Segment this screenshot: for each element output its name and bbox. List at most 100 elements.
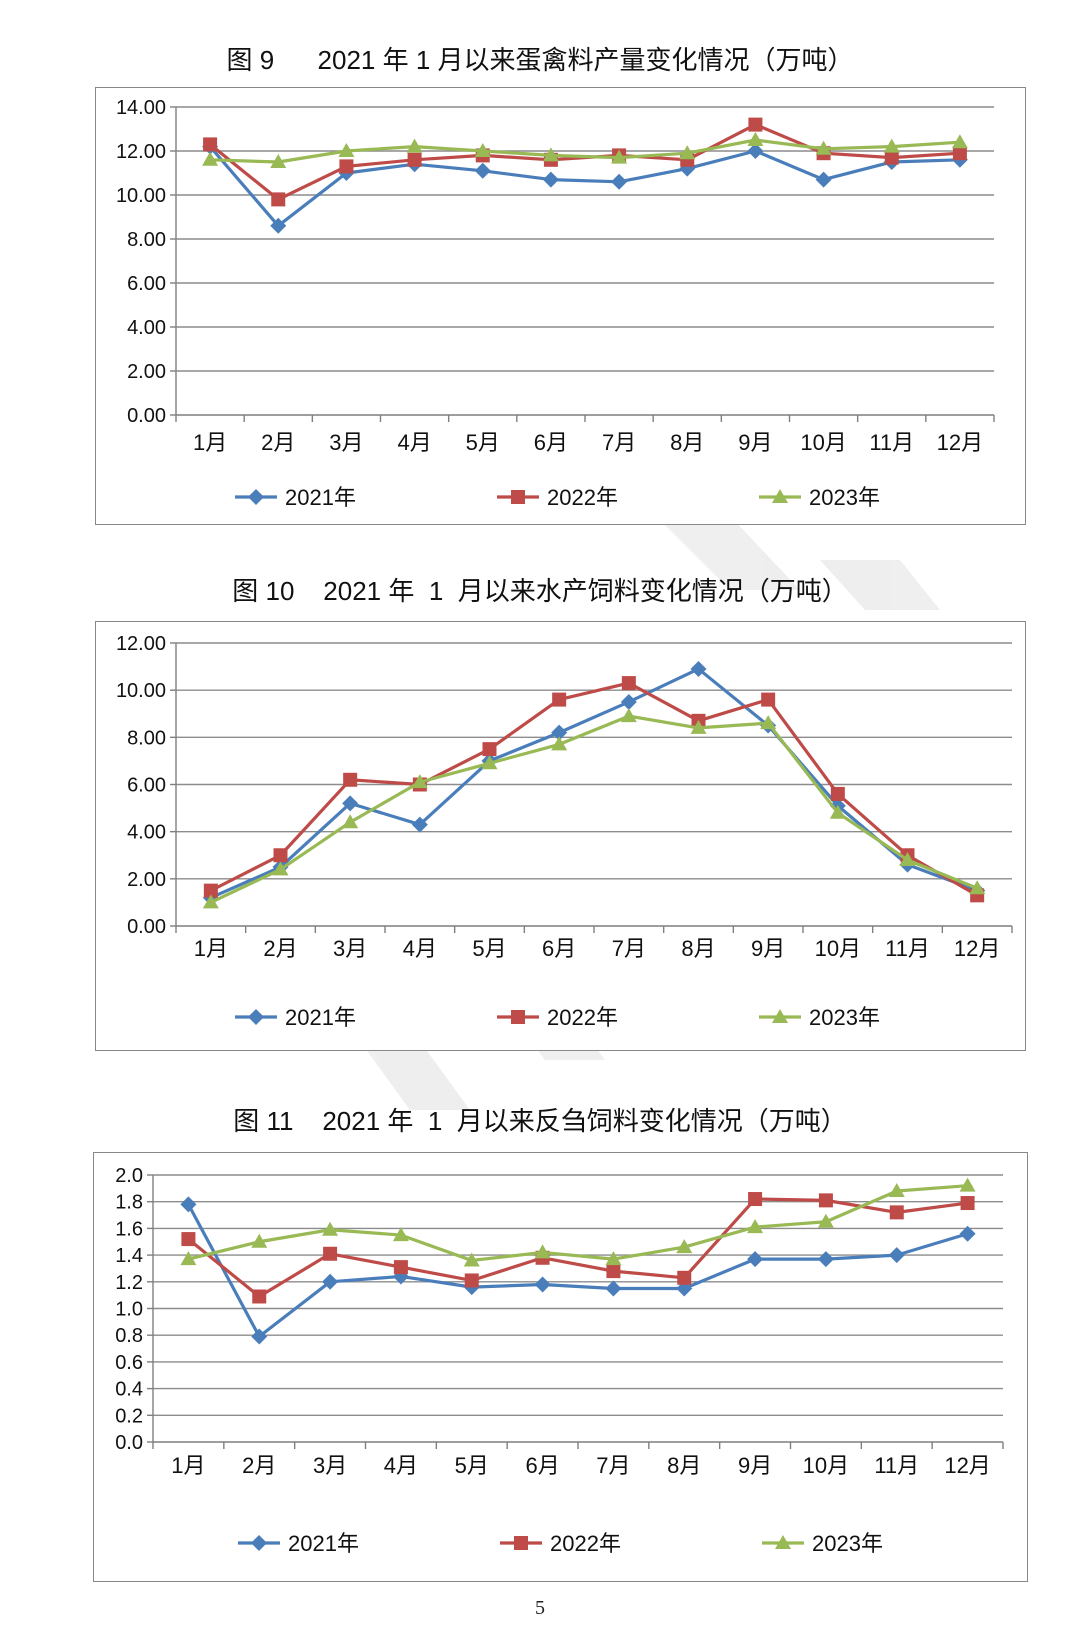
- y-tick-label: 2.00: [127, 869, 166, 891]
- data-point: [551, 736, 568, 751]
- data-point: [889, 1205, 904, 1220]
- series-line: [210, 667, 978, 900]
- series-line: [187, 1197, 968, 1299]
- x-tick-label: 4月: [403, 936, 437, 961]
- data-point: [605, 1251, 622, 1266]
- data-point: [952, 146, 967, 161]
- y-tick-label: 2.00: [127, 361, 166, 383]
- x-tick-label: 9月: [738, 430, 772, 455]
- y-tick-label: 1.6: [115, 1218, 143, 1240]
- data-point: [552, 692, 567, 707]
- data-point: [342, 814, 359, 829]
- data-point: [959, 1177, 976, 1192]
- data-point: [817, 1213, 834, 1228]
- data-point: [677, 1270, 692, 1285]
- data-point: [252, 1289, 267, 1304]
- y-tick-label: 14.00: [116, 97, 166, 119]
- legend-swatch-marker: [514, 1536, 528, 1550]
- data-point: [815, 140, 832, 155]
- series-line: [210, 138, 961, 164]
- data-point: [202, 894, 219, 909]
- data-point: [342, 795, 359, 812]
- y-tick-label: 0.2: [115, 1405, 143, 1427]
- data-point: [534, 1276, 551, 1293]
- legend-label: 2021年: [285, 1005, 356, 1030]
- data-point: [747, 143, 764, 159]
- x-tick-label: 10月: [815, 936, 861, 961]
- data-point: [322, 1273, 339, 1290]
- data-point: [883, 138, 900, 153]
- y-tick-label: 0.00: [127, 405, 166, 427]
- x-tick-label: 3月: [333, 936, 367, 961]
- legend-swatch-marker: [511, 1010, 525, 1024]
- x-tick-label: 11月: [885, 936, 930, 961]
- data-point: [899, 851, 916, 866]
- data-point: [620, 693, 637, 710]
- data-point: [818, 1193, 833, 1208]
- x-tick-label: 1月: [193, 430, 227, 455]
- x-tick-label: 12月: [944, 1453, 990, 1478]
- data-point: [690, 660, 707, 677]
- x-tick-label: 6月: [542, 936, 576, 961]
- data-point: [605, 1280, 622, 1297]
- data-point: [474, 143, 491, 157]
- x-tick-label: 2月: [261, 430, 295, 455]
- data-point: [180, 1196, 197, 1213]
- data-point: [251, 1233, 268, 1248]
- data-point: [969, 880, 986, 895]
- legend-label: 2023年: [812, 1531, 883, 1556]
- x-tick-label: 11月: [869, 430, 914, 455]
- data-point: [407, 152, 422, 167]
- data-point: [272, 861, 289, 876]
- data-point: [343, 772, 358, 787]
- data-point: [322, 1221, 339, 1236]
- legend-swatch-marker: [251, 1535, 267, 1551]
- data-point: [463, 1252, 480, 1267]
- x-tick-label: 12月: [937, 430, 983, 455]
- data-point: [534, 1244, 551, 1259]
- series-line: [210, 714, 978, 904]
- data-point: [181, 1232, 196, 1247]
- x-tick-label: 7月: [612, 936, 646, 961]
- y-tick-label: 4.00: [127, 822, 166, 844]
- data-point: [951, 134, 968, 149]
- x-tick-label: 9月: [738, 1453, 772, 1478]
- legend-label: 2022年: [547, 1005, 618, 1030]
- data-point: [888, 1183, 905, 1198]
- x-tick-label: 6月: [525, 1453, 559, 1478]
- data-point: [481, 755, 498, 770]
- data-point: [392, 1227, 409, 1242]
- legend-swatch-marker: [772, 1009, 788, 1023]
- y-tick-label: 8.00: [127, 727, 166, 749]
- series-line: [187, 1203, 969, 1339]
- data-point: [761, 692, 776, 707]
- data-point: [251, 1328, 268, 1345]
- x-tick-label: 7月: [602, 430, 636, 455]
- x-tick-label: 8月: [681, 936, 715, 961]
- y-tick-label: 0.00: [127, 916, 166, 938]
- chart-title-egg-poultry: 图 9 2021 年 1 月以来蛋禽料产量变化情况（万吨）: [226, 45, 854, 75]
- data-point: [273, 848, 288, 863]
- data-point: [203, 137, 218, 152]
- data-point: [611, 173, 628, 190]
- x-tick-label: 8月: [670, 430, 704, 455]
- page-number: 5: [535, 1597, 545, 1619]
- legend-swatch-marker: [511, 490, 525, 504]
- legend-label: 2022年: [550, 1531, 621, 1556]
- data-point: [748, 117, 763, 132]
- data-point: [817, 1251, 834, 1268]
- legend-label: 2023年: [809, 1005, 880, 1030]
- legend-label: 2021年: [288, 1531, 359, 1556]
- legend-swatch-marker: [775, 1535, 791, 1549]
- data-point: [830, 786, 845, 801]
- data-point: [339, 159, 354, 174]
- data-point: [690, 719, 707, 734]
- x-tick-label: 10月: [803, 1453, 849, 1478]
- data-point: [747, 1251, 764, 1268]
- data-point: [393, 1260, 408, 1275]
- chart-title-ruminant-feed: 图 11 2021 年 1 月以来反刍饲料变化情况（万吨）: [233, 1106, 847, 1136]
- y-tick-label: 0.0: [115, 1432, 143, 1454]
- legend-swatch-marker: [248, 1009, 264, 1025]
